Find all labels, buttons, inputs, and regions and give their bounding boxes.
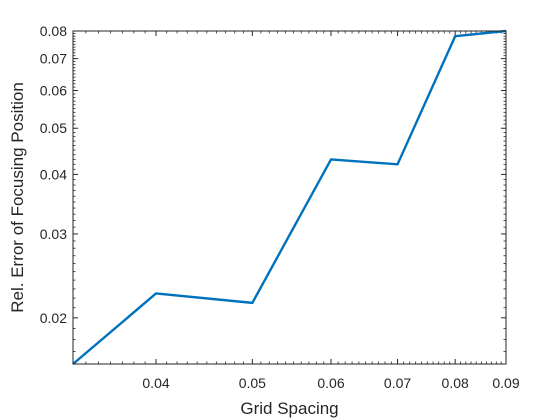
- x-tick-label: 0.05: [239, 375, 266, 391]
- y-tick-label: 0.03: [40, 226, 67, 242]
- series-line: [72, 29, 507, 365]
- major-ticks: [73, 30, 507, 364]
- y-tick-label: 0.08: [40, 23, 67, 39]
- axes-box: [72, 30, 507, 365]
- x-tick-label: 0.09: [492, 375, 519, 391]
- y-axis-label: Rel. Error of Focusing Position: [8, 82, 27, 313]
- x-tick-label: 0.04: [142, 375, 169, 391]
- y-tick-label: 0.07: [40, 51, 67, 67]
- x-tick-label: 0.06: [317, 375, 344, 391]
- x-axis-label: Grid Spacing: [240, 399, 338, 418]
- x-tick-label: 0.08: [442, 375, 469, 391]
- y-tick-labels: 0.02 0.03 0.04 0.05 0.06 0.07 0.08: [40, 23, 67, 326]
- x-tick-label: 0.07: [384, 375, 411, 391]
- y-tick-label: 0.05: [40, 120, 67, 136]
- x-tick-labels: 0.04 0.05 0.06 0.07 0.08 0.09: [142, 375, 519, 391]
- y-tick-label: 0.02: [40, 310, 67, 326]
- y-tick-label: 0.06: [40, 83, 67, 99]
- y-tick-label: 0.04: [40, 166, 67, 182]
- minor-ticks: [73, 31, 506, 365]
